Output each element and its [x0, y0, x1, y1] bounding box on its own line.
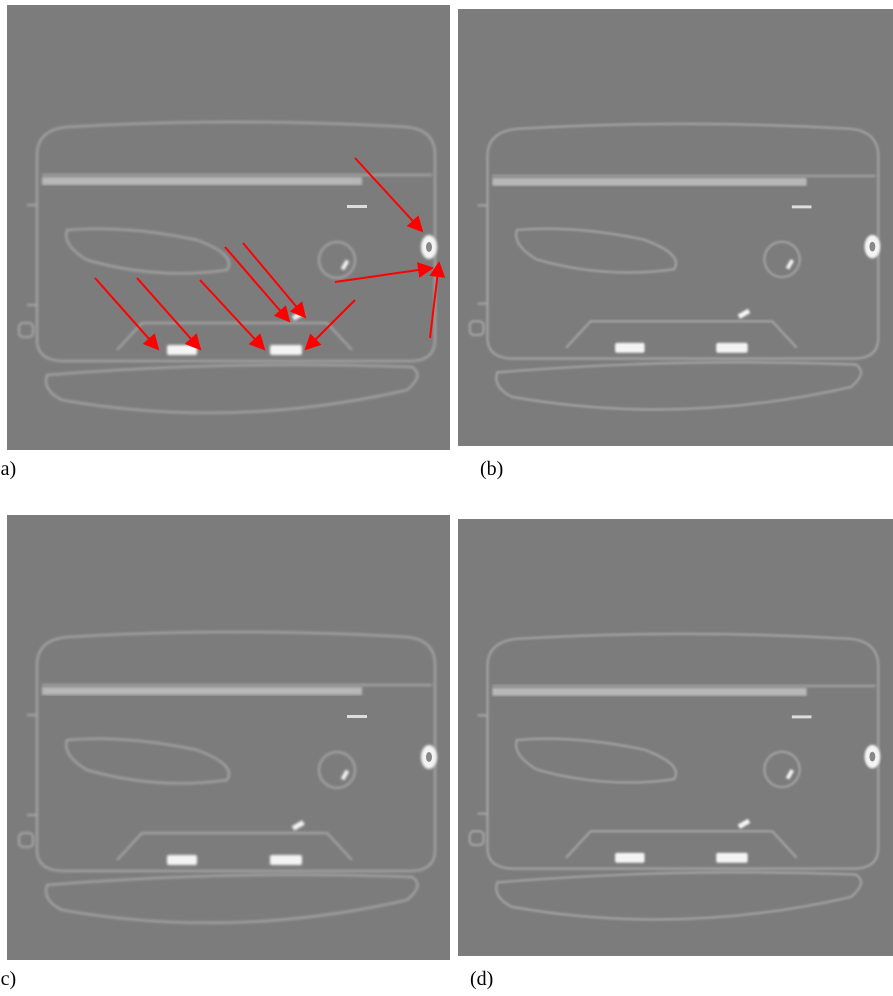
- ct-image-a: [7, 5, 450, 450]
- panel-label: (d): [470, 968, 493, 990]
- panel-label: (a): [0, 458, 16, 480]
- page: (a) (b) (c) (d) (() => { const data = JS…: [0, 0, 893, 991]
- ct-image-b: [458, 9, 893, 446]
- panel-label: (b): [480, 458, 503, 480]
- ct-image-c: [7, 515, 450, 960]
- panel-label: (c): [0, 968, 16, 990]
- figure: (a) (b) (c) (d): [0, 0, 893, 991]
- ct-image-d: [458, 519, 893, 956]
